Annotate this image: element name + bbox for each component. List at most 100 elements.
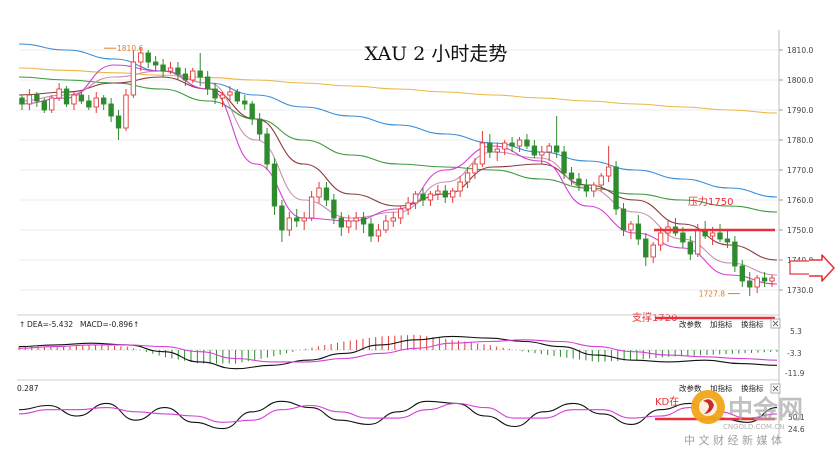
price-tick-label: 1780.0 bbox=[787, 136, 813, 145]
candle bbox=[41, 98, 47, 113]
candle bbox=[182, 68, 189, 86]
macd-dea-label: DEA=-5.432 bbox=[27, 320, 73, 329]
macd-add-indicator-button[interactable]: 加指标 bbox=[710, 319, 733, 329]
candle bbox=[264, 128, 270, 170]
candle bbox=[26, 89, 33, 110]
cngold-logo: 中金网 CNGOLD.COM.CN 中 文 财 经 新 媒 体 bbox=[684, 390, 803, 447]
candle bbox=[130, 50, 137, 98]
candlesticks bbox=[19, 47, 775, 296]
candle bbox=[747, 272, 753, 296]
last-price-tag bbox=[789, 260, 811, 275]
candle bbox=[687, 236, 693, 260]
candle bbox=[234, 89, 241, 104]
candle bbox=[539, 146, 545, 164]
high-marker: 1810.6 bbox=[104, 44, 143, 53]
candle bbox=[175, 62, 181, 80]
candle bbox=[457, 176, 463, 197]
candle bbox=[398, 206, 404, 224]
moving-average-line bbox=[18, 70, 778, 276]
macd-tick-bottom: -11.9 bbox=[785, 369, 805, 378]
candle bbox=[479, 131, 486, 167]
low-marker: 1727.8 bbox=[699, 290, 740, 299]
macd-plot bbox=[18, 334, 778, 370]
candle bbox=[316, 182, 322, 203]
kd-change-indicator-button[interactable]: 换指标 bbox=[741, 383, 764, 393]
candle bbox=[717, 224, 723, 242]
kd-add-indicator-button[interactable]: 加指标 bbox=[710, 383, 733, 393]
candle bbox=[628, 221, 634, 239]
candle bbox=[368, 218, 374, 242]
macd-close-icon[interactable] bbox=[770, 318, 781, 329]
candle bbox=[761, 272, 768, 287]
candle bbox=[531, 140, 538, 158]
candle bbox=[86, 95, 92, 110]
main-panel bbox=[17, 30, 779, 313]
candle bbox=[561, 146, 567, 179]
candle bbox=[63, 86, 70, 107]
candle bbox=[219, 92, 226, 107]
macd-dea-line bbox=[18, 339, 778, 363]
price-tick-label: 1770.0 bbox=[787, 166, 813, 175]
candle bbox=[294, 209, 300, 227]
candle bbox=[591, 182, 597, 197]
candle bbox=[93, 92, 99, 113]
candle bbox=[412, 191, 419, 209]
kd-note: KD在 bbox=[655, 396, 679, 408]
candle bbox=[227, 86, 233, 101]
candle bbox=[635, 215, 642, 245]
candle bbox=[108, 98, 114, 122]
candle bbox=[56, 83, 62, 101]
candle bbox=[739, 260, 745, 287]
price-axis: 1810.0 1800.0 1790.0 1780.0 1770.0 1760.0 1750… bbox=[779, 46, 813, 295]
candle bbox=[509, 137, 515, 152]
candle bbox=[249, 101, 255, 125]
candle bbox=[501, 140, 508, 155]
candle bbox=[353, 212, 359, 230]
candle bbox=[494, 143, 500, 161]
candle bbox=[212, 83, 218, 104]
candle bbox=[553, 116, 560, 158]
macd-edit-params-button[interactable]: 改参数 bbox=[679, 319, 702, 329]
candle bbox=[167, 62, 174, 74]
price-tick-label: 1810.0 bbox=[787, 46, 813, 55]
candle bbox=[197, 53, 203, 86]
candle bbox=[650, 242, 656, 263]
grid bbox=[19, 49, 779, 291]
kd-close-icon[interactable] bbox=[770, 383, 781, 394]
candle bbox=[464, 167, 471, 188]
candle bbox=[724, 230, 731, 248]
macd-value-label: MACD=-0.896 bbox=[80, 320, 133, 329]
candle bbox=[643, 233, 649, 266]
candle bbox=[190, 68, 196, 83]
candle bbox=[435, 185, 441, 200]
candle bbox=[427, 191, 434, 206]
candle bbox=[613, 161, 619, 215]
candle bbox=[115, 110, 122, 140]
price-tick-label: 1790.0 bbox=[787, 106, 813, 115]
candle bbox=[620, 203, 627, 236]
candle bbox=[383, 215, 389, 233]
macd-tick-mid: -3.3 bbox=[787, 349, 802, 358]
candle bbox=[405, 197, 411, 215]
candle bbox=[160, 59, 166, 77]
candle bbox=[420, 188, 426, 206]
high-label: 1810.6 bbox=[117, 44, 143, 53]
kd-k-line bbox=[18, 400, 778, 430]
candle bbox=[472, 158, 478, 179]
candle bbox=[546, 143, 552, 161]
kd-tick-bottom: 24.6 bbox=[788, 425, 805, 434]
moving-average-line bbox=[18, 76, 778, 261]
candle bbox=[442, 185, 448, 203]
candle bbox=[769, 275, 775, 287]
candle bbox=[576, 173, 582, 191]
candle bbox=[375, 224, 382, 242]
candle bbox=[78, 92, 85, 104]
candle bbox=[271, 158, 278, 215]
kd-d-line bbox=[18, 402, 778, 423]
kd-edit-params-button[interactable]: 改参数 bbox=[679, 383, 702, 393]
macd-change-indicator-button[interactable]: 换指标 bbox=[741, 319, 764, 329]
candle bbox=[331, 194, 337, 224]
candle bbox=[101, 95, 107, 110]
macd-arrow-icon-2: ↑ bbox=[133, 320, 139, 329]
